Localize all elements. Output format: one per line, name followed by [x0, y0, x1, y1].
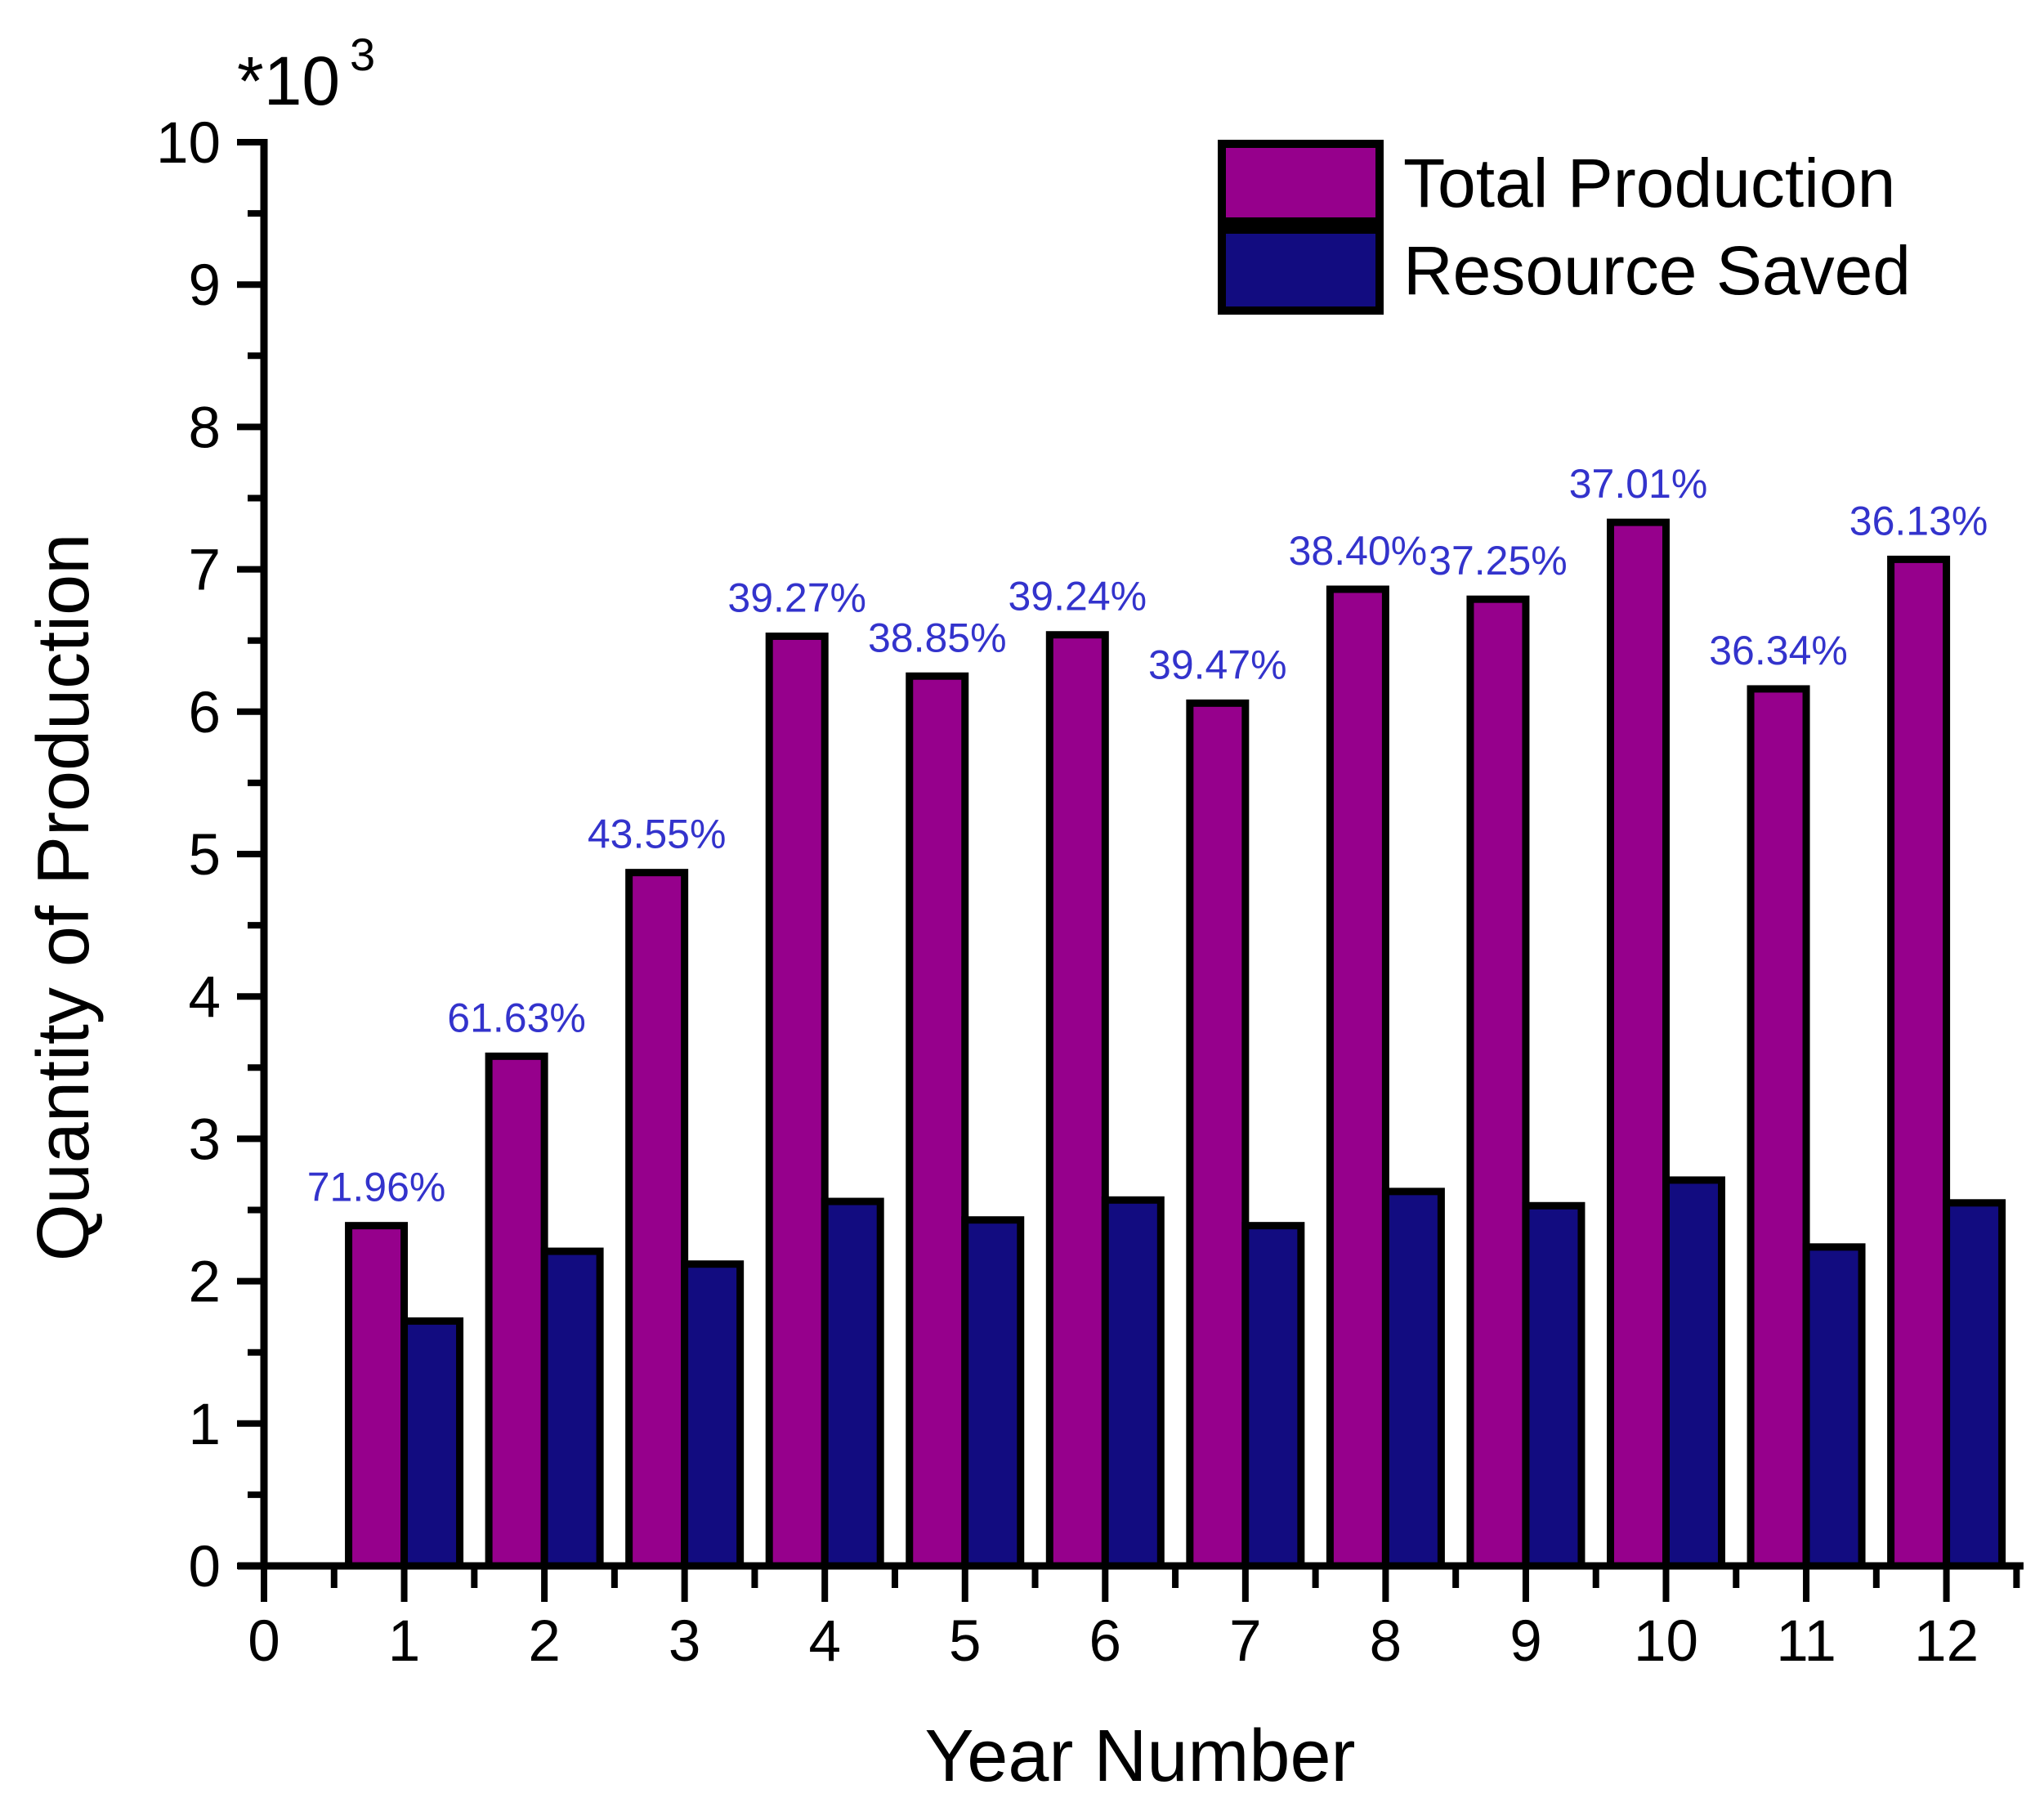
resource-saved-bar [1522, 1201, 1586, 1570]
x-tick-label: 3 [669, 1609, 701, 1674]
bar-percent-labels: 71.96% 61.63% 43.55% 39.27%38.85%39.24%39.4… [307, 461, 1988, 1210]
x-tick-label: 12 [1914, 1609, 1979, 1674]
percent-label: 39.47% [1148, 642, 1287, 687]
total-production-bar [1326, 585, 1389, 1570]
resource-saved-bar [681, 1260, 745, 1570]
resource-saved-bar [1802, 1243, 1866, 1570]
x-tick-label: 6 [1089, 1609, 1122, 1674]
total-production-bar [345, 1222, 409, 1570]
resource-saved-bar [961, 1216, 1025, 1570]
x-tick-label: 8 [1370, 1609, 1402, 1674]
x-tick-label: 9 [1510, 1609, 1542, 1674]
total-production-bar [906, 672, 969, 1570]
y-axis-multiplier-base: *10 [237, 42, 340, 119]
x-tick-label: 10 [1634, 1609, 1698, 1674]
resource-saved-bar [400, 1317, 464, 1570]
total-production-bar [625, 869, 689, 1570]
y-tick-labels: 0 1 2 3 4 5 6 7 8 9 10 [156, 111, 221, 1599]
resource-saved-bar [540, 1247, 604, 1570]
x-tick-label: 11 [1776, 1609, 1836, 1674]
y-axis-multiplier-exponent: 3 [350, 29, 375, 80]
percent-label: 71.96% [307, 1165, 446, 1210]
bars [345, 518, 2006, 1570]
total-production-bar [1747, 685, 1810, 1570]
resource-saved-bar [1101, 1196, 1165, 1570]
y-tick-label: 7 [189, 539, 221, 603]
y-tick-label: 3 [189, 1107, 221, 1172]
y-tick-label: 10 [156, 111, 221, 176]
percent-label: 38.85% [868, 615, 1007, 660]
y-tick-label: 2 [189, 1250, 221, 1315]
y-tick-label: 1 [189, 1393, 221, 1457]
total-production-bar [1607, 518, 1670, 1570]
y-tick-label: 6 [189, 681, 221, 745]
total-production-bar [485, 1052, 548, 1570]
total-production-bar [1466, 595, 1530, 1570]
total-production-bar [1887, 555, 1951, 1570]
legend: Total Production Resource Saved [1218, 140, 1911, 315]
total-production-bar [765, 632, 829, 1570]
percent-label: 36.34% [1709, 628, 1848, 673]
y-tick-label: 4 [189, 965, 221, 1030]
resource-saved-bar [1943, 1199, 2006, 1570]
resource-saved-bar [1241, 1222, 1305, 1570]
percent-label: 61.63% [447, 995, 586, 1040]
resource-saved-bar [1662, 1176, 1725, 1570]
y-tick-label: 0 [189, 1535, 221, 1599]
y-tick-label: 8 [189, 396, 221, 460]
x-tick-label: 4 [808, 1609, 841, 1674]
legend-swatch-resource-saved [1218, 226, 1384, 315]
x-axis-title: Year Number [925, 1715, 1356, 1797]
percent-label: 37.01% [1569, 461, 1708, 507]
x-tick-label: 5 [949, 1609, 982, 1674]
percent-label: 43.55% [588, 812, 727, 857]
x-tick-label: 1 [388, 1609, 421, 1674]
y-tick-label: 9 [189, 253, 221, 318]
total-production-bar [1186, 699, 1250, 1570]
legend-label-total-production: Total Production [1403, 145, 1895, 221]
percent-label: 36.13% [1849, 498, 1988, 543]
legend-label-resource-saved: Resource Saved [1403, 232, 1911, 309]
legend-swatch-total-production [1218, 140, 1384, 226]
x-tick-labels: 0 1 2 3 4 5 6 7 8 9 10 11 12 [248, 1609, 1979, 1674]
percent-label: 39.27% [727, 575, 866, 620]
x-tick-label: 2 [528, 1609, 561, 1674]
percent-label: 39.24% [1009, 574, 1147, 619]
y-tick-label: 5 [189, 823, 221, 888]
percent-label: 37.25% [1429, 538, 1568, 584]
x-tick-label: 0 [248, 1609, 280, 1674]
percent-label: 38.40% [1289, 528, 1428, 574]
resource-saved-bar [1381, 1188, 1445, 1570]
resource-saved-bar [821, 1197, 884, 1570]
x-tick-label: 7 [1229, 1609, 1262, 1674]
total-production-bar [1045, 631, 1109, 1570]
y-axis-title: Quantity of Production [23, 534, 105, 1262]
